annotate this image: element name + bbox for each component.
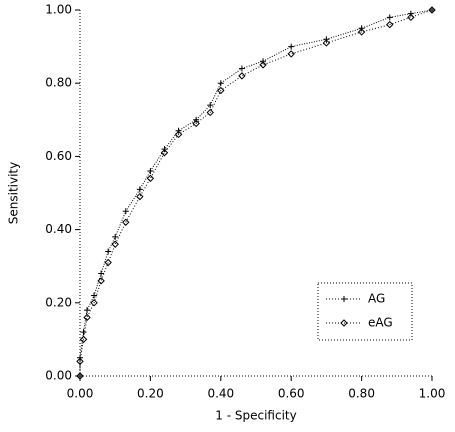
point <box>91 292 98 299</box>
legend-marker <box>341 296 347 302</box>
point <box>386 14 393 21</box>
x-axis-label: 1 - Specificity <box>215 409 296 423</box>
point <box>386 20 394 29</box>
point <box>147 168 154 175</box>
point <box>206 108 214 117</box>
legend-marker <box>340 319 348 327</box>
legend-label: eAG <box>368 316 393 330</box>
point <box>122 208 129 215</box>
point <box>105 248 112 255</box>
y-tick-label: 0.00 <box>45 369 72 383</box>
point <box>238 72 246 80</box>
point <box>104 258 112 267</box>
point <box>174 130 183 139</box>
point <box>217 80 224 87</box>
point <box>111 240 119 248</box>
y-tick-label: 0.80 <box>45 76 72 90</box>
point <box>146 174 155 183</box>
point <box>287 50 295 58</box>
point <box>429 7 435 13</box>
series-line <box>79 9 433 376</box>
x-tick-label: 0.60 <box>278 387 305 401</box>
legend-box <box>317 282 413 341</box>
point <box>238 65 245 72</box>
y-tick-label: 0.40 <box>45 222 72 236</box>
point <box>322 39 331 47</box>
x-tick-label: 0.40 <box>207 387 234 401</box>
y-tick-label: 1.00 <box>45 3 72 17</box>
point <box>97 277 105 285</box>
point <box>357 28 366 36</box>
point <box>207 102 214 109</box>
point <box>98 270 105 277</box>
x-tick-label: 0.20 <box>137 387 164 401</box>
y-tick-label: 0.60 <box>45 149 72 163</box>
x-tick-label: 1.00 <box>419 387 446 401</box>
x-tick-label: 0.00 <box>67 387 94 401</box>
point <box>136 192 144 201</box>
y-tick-label: 0.20 <box>45 295 72 309</box>
point <box>217 86 225 95</box>
y-axis-label: Sensitivity <box>7 162 21 224</box>
legend-label: AG <box>368 292 385 306</box>
point <box>84 307 91 314</box>
point <box>90 299 98 307</box>
point <box>407 13 415 22</box>
point <box>136 186 143 193</box>
point <box>76 372 84 380</box>
legend: AG eAG <box>317 282 413 341</box>
point <box>79 335 88 344</box>
point <box>112 233 119 240</box>
point <box>83 313 91 322</box>
point <box>160 149 169 157</box>
point <box>259 61 267 69</box>
point <box>192 119 200 128</box>
point <box>76 357 84 366</box>
x-tick-label: 0.80 <box>348 387 375 401</box>
point <box>428 6 436 14</box>
point <box>80 329 87 336</box>
point <box>288 43 295 50</box>
point <box>122 218 130 226</box>
